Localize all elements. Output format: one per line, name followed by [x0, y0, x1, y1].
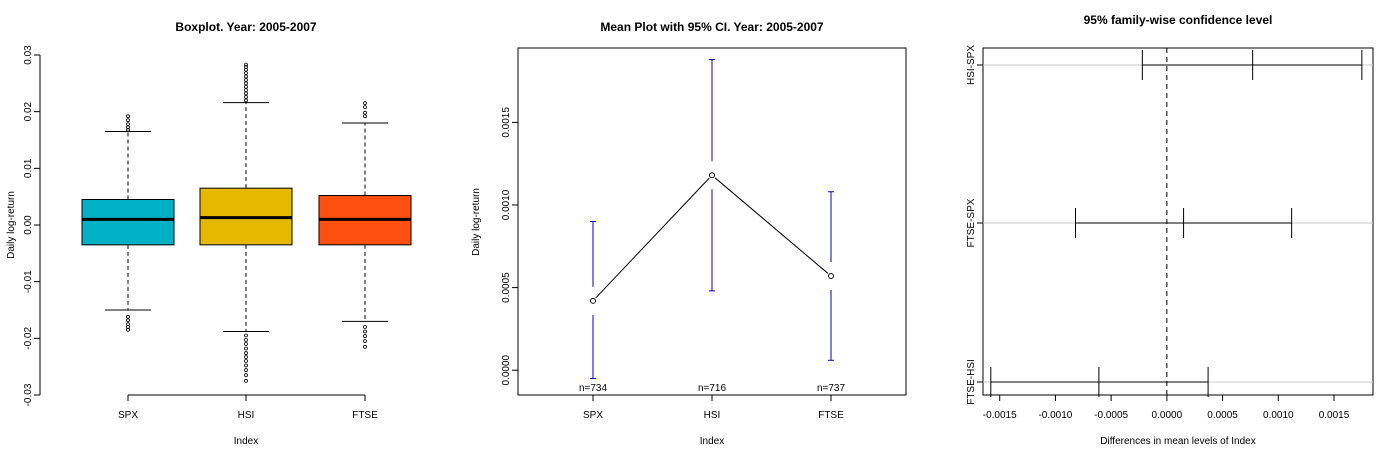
boxplot-outlier-point: [244, 368, 248, 372]
boxplot-outlier-point: [363, 114, 367, 119]
mean-plot-line-segment: [595, 177, 710, 299]
boxplot-outlier-point: [363, 105, 367, 110]
mean-plot-point: [828, 273, 834, 280]
boxplot-x-tick-label: HSI: [238, 410, 255, 421]
tukey-plot-frame: [982, 47, 1374, 396]
mean-plot-point: [709, 172, 715, 179]
boxplot-outlier-point: [126, 125, 130, 130]
tukey-x-tick-label: -0.0015: [983, 410, 1017, 421]
tukey-x-tick-label: 0.0015: [1319, 410, 1350, 421]
mean-plot-x-axis-label: Index: [700, 436, 724, 447]
mean-plot-panel: Mean Plot with 95% CI. Year: 2005-2007 I…: [471, 20, 907, 447]
boxplot-outlier-point: [244, 71, 248, 76]
mean-plot-title: Mean Plot with 95% CI. Year: 2005-2007: [600, 20, 824, 34]
boxplot-title: Boxplot. Year: 2005-2007: [175, 20, 317, 34]
tukey-x-tick-label: 0.0010: [1263, 410, 1294, 421]
boxplot-outlier-point: [244, 62, 248, 67]
boxplot-outlier-point: [244, 98, 248, 103]
mean-plot-y-tick-label: 0.0005: [501, 272, 512, 303]
boxplot-outlier-point: [363, 101, 367, 106]
mean-plot-y-tick-label: 0.0000: [501, 354, 512, 385]
tukey-y-tick-label: FTSE-HSI: [966, 359, 977, 405]
tukey-x-tick-label: 0.0000: [1152, 410, 1183, 421]
boxplot-outlier-point: [363, 344, 367, 349]
boxplot-outlier-point: [244, 91, 248, 96]
mean-plot-n-label: n=737: [817, 383, 846, 394]
boxplot-outlier-point: [244, 378, 248, 383]
boxplot-outlier-point: [363, 110, 367, 115]
boxplot-outlier-point: [244, 65, 248, 69]
boxplot-outlier-point: [244, 333, 248, 338]
boxplot-x-tick-label: SPX: [118, 410, 138, 421]
boxplot-box-spx: [81, 199, 175, 246]
boxplot-outlier-point: [244, 74, 248, 79]
tukey-x-tick-label: -0.0005: [1094, 410, 1128, 421]
mean-plot-n-label: n=716: [698, 383, 727, 394]
mean-plot-y-tick-label: 0.0015: [501, 107, 512, 138]
boxplot-outlier-point: [244, 78, 248, 82]
boxplot-outlier-point: [126, 118, 130, 123]
boxplot-outlier-point: [244, 351, 248, 355]
boxplot-outlier-point: [244, 95, 248, 99]
boxplot-outlier-point: [244, 84, 248, 89]
boxplot-outlier-point: [244, 338, 248, 342]
boxplot-y-tick-label: -0.03: [23, 383, 34, 406]
boxplot-x-tick-label: FTSE: [352, 410, 378, 421]
mean-plot-point: [590, 297, 596, 304]
boxplot-x-axis-label: Index: [234, 436, 258, 447]
mean-plot-x-tick-label: SPX: [583, 410, 603, 421]
mean-plot-n-label: n=734: [579, 383, 608, 394]
boxplot-outlier-point: [244, 373, 248, 378]
boxplot-outlier-point: [363, 334, 367, 338]
boxplot-panel: Boxplot. Year: 2005-2007 Index Daily log…: [6, 20, 412, 447]
boxplot-outlier-point: [363, 339, 367, 344]
boxplot-y-tick-label: 0.01: [23, 158, 34, 178]
mean-plot-y-tick-label: 0.0010: [501, 189, 512, 220]
boxplot-outlier-point: [363, 325, 367, 329]
boxplot-outlier-point: [244, 355, 248, 359]
tukey-x-tick-label: 0.0005: [1207, 410, 1238, 421]
mean-plot-line-segment: [714, 177, 829, 274]
tukey-panel: 95% family-wise confidence level Differe…: [966, 13, 1374, 447]
boxplot-outlier-point: [244, 363, 248, 368]
boxplot-outlier-point: [244, 346, 248, 351]
boxplot-outlier-point: [244, 88, 248, 93]
tukey-title: 95% family-wise confidence level: [1084, 13, 1273, 27]
boxplot-y-tick-label: 0.02: [23, 101, 34, 121]
boxplot-outlier-point: [126, 318, 130, 323]
boxplot-outlier-point: [126, 127, 130, 132]
boxplot-y-axis-label: Daily log-return: [6, 191, 17, 259]
boxplot-y-tick-label: -0.01: [23, 270, 34, 293]
tukey-x-tick-label: -0.0010: [1038, 410, 1072, 421]
boxplot-outlier-point: [244, 359, 248, 363]
boxplot-y-tick-label: 0.00: [23, 215, 34, 235]
mean-plot-x-tick-label: HSI: [704, 410, 721, 421]
boxplot-outlier-point: [244, 81, 248, 86]
boxplot-y-tick-label: 0.03: [23, 45, 34, 65]
boxplot-y-tick-label: -0.02: [23, 327, 34, 350]
boxplot-outlier-point: [244, 342, 248, 346]
boxplot-outlier-point: [363, 329, 367, 334]
boxplot-outlier-point: [126, 327, 130, 332]
boxplot-outlier-point: [126, 122, 130, 127]
tukey-x-axis-label: Differences in mean levels of Index: [1100, 436, 1255, 447]
boxplot-outlier-point: [126, 114, 130, 119]
tukey-y-tick-label: FTSE-SPX: [966, 198, 977, 247]
mean-plot-x-tick-label: FTSE: [818, 410, 844, 421]
boxplot-outlier-point: [126, 314, 130, 319]
mean-plot-y-axis-label: Daily log-return: [471, 188, 482, 256]
tukey-y-tick-label: HSI-SPX: [966, 45, 977, 85]
